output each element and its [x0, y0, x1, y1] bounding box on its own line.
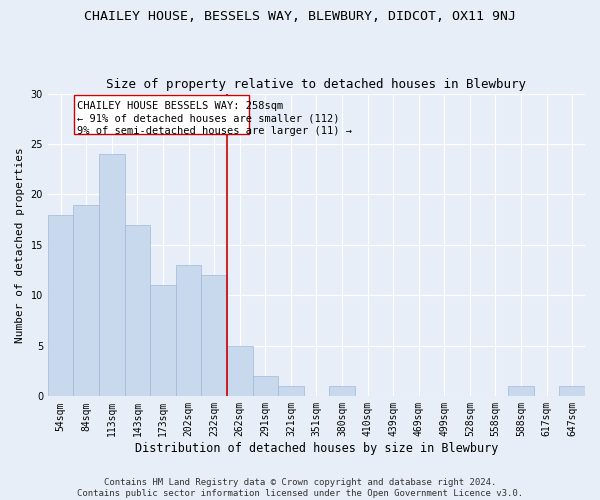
- Text: Contains HM Land Registry data © Crown copyright and database right 2024.
Contai: Contains HM Land Registry data © Crown c…: [77, 478, 523, 498]
- Text: CHAILEY HOUSE, BESSELS WAY, BLEWBURY, DIDCOT, OX11 9NJ: CHAILEY HOUSE, BESSELS WAY, BLEWBURY, DI…: [84, 10, 516, 23]
- Bar: [329, 386, 355, 396]
- Bar: [150, 286, 176, 397]
- Bar: [559, 386, 585, 396]
- Text: CHAILEY HOUSE BESSELS WAY: 258sqm: CHAILEY HOUSE BESSELS WAY: 258sqm: [77, 100, 283, 110]
- Bar: [73, 204, 99, 396]
- Bar: [227, 346, 253, 397]
- Bar: [278, 386, 304, 396]
- Bar: [176, 265, 202, 396]
- Bar: [253, 376, 278, 396]
- Text: ← 91% of detached houses are smaller (112): ← 91% of detached houses are smaller (11…: [77, 113, 340, 123]
- Bar: [99, 154, 125, 396]
- Bar: [508, 386, 534, 396]
- Y-axis label: Number of detached properties: Number of detached properties: [15, 147, 25, 343]
- Bar: [125, 225, 150, 396]
- X-axis label: Distribution of detached houses by size in Blewbury: Distribution of detached houses by size …: [135, 442, 498, 455]
- FancyBboxPatch shape: [74, 95, 250, 134]
- Bar: [48, 214, 73, 396]
- Title: Size of property relative to detached houses in Blewbury: Size of property relative to detached ho…: [106, 78, 526, 91]
- Bar: [202, 275, 227, 396]
- Text: 9% of semi-detached houses are larger (11) →: 9% of semi-detached houses are larger (1…: [77, 126, 352, 136]
